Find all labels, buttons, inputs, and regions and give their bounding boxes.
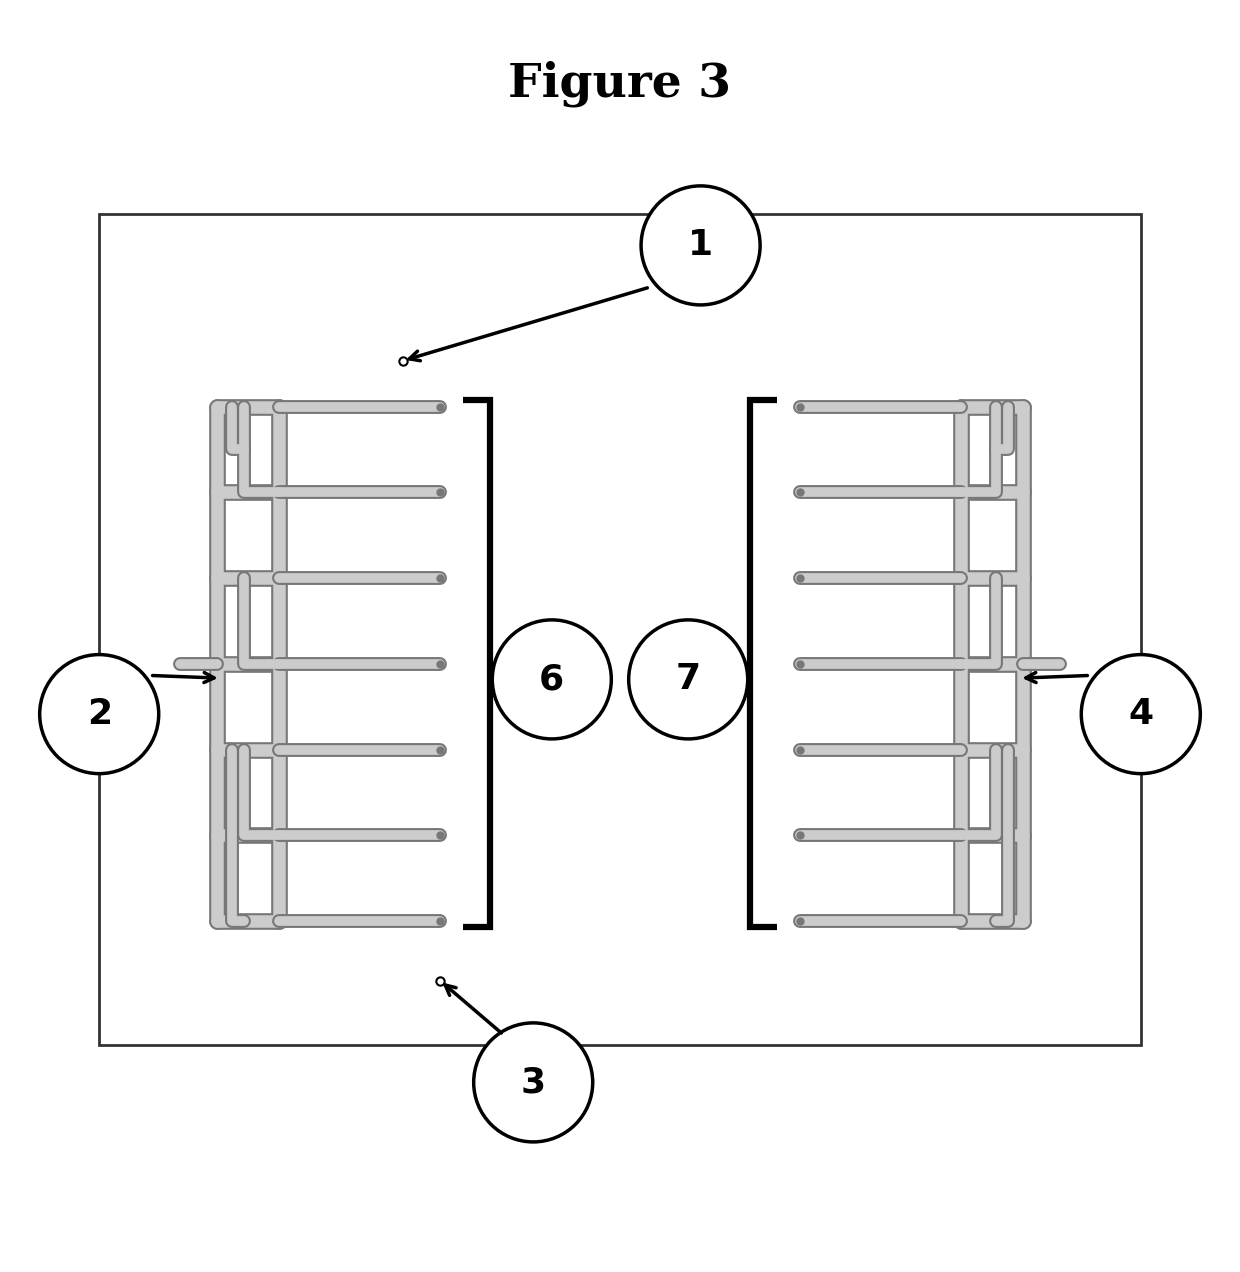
Circle shape xyxy=(641,186,760,305)
Circle shape xyxy=(492,619,611,739)
Bar xyxy=(99,215,1141,1046)
Circle shape xyxy=(40,655,159,773)
Text: 6: 6 xyxy=(539,663,564,696)
Circle shape xyxy=(629,619,748,739)
Text: Figure 3: Figure 3 xyxy=(508,61,732,107)
Circle shape xyxy=(1081,655,1200,773)
Circle shape xyxy=(474,1023,593,1142)
Text: 1: 1 xyxy=(688,229,713,262)
Text: 3: 3 xyxy=(521,1066,546,1099)
Text: 4: 4 xyxy=(1128,697,1153,731)
Text: 2: 2 xyxy=(87,697,112,731)
Text: 7: 7 xyxy=(676,663,701,696)
